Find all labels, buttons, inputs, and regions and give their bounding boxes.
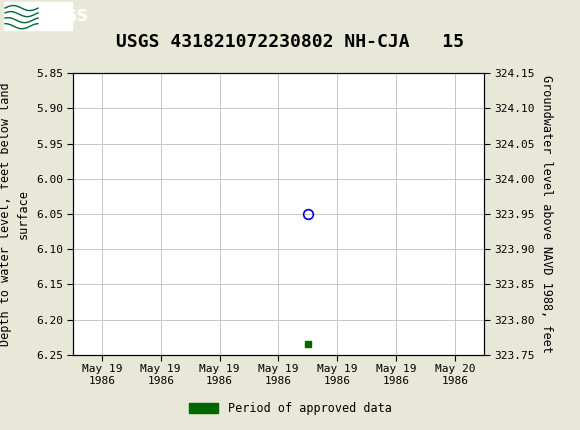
Text: USGS 431821072230802 NH-CJA   15: USGS 431821072230802 NH-CJA 15 [116, 33, 464, 51]
Y-axis label: Groundwater level above NAVD 1988, feet: Groundwater level above NAVD 1988, feet [540, 75, 553, 353]
FancyBboxPatch shape [4, 2, 72, 30]
Legend: Period of approved data: Period of approved data [184, 397, 396, 420]
Y-axis label: Depth to water level, feet below land
surface: Depth to water level, feet below land su… [0, 82, 30, 346]
Text: USGS: USGS [42, 9, 89, 24]
